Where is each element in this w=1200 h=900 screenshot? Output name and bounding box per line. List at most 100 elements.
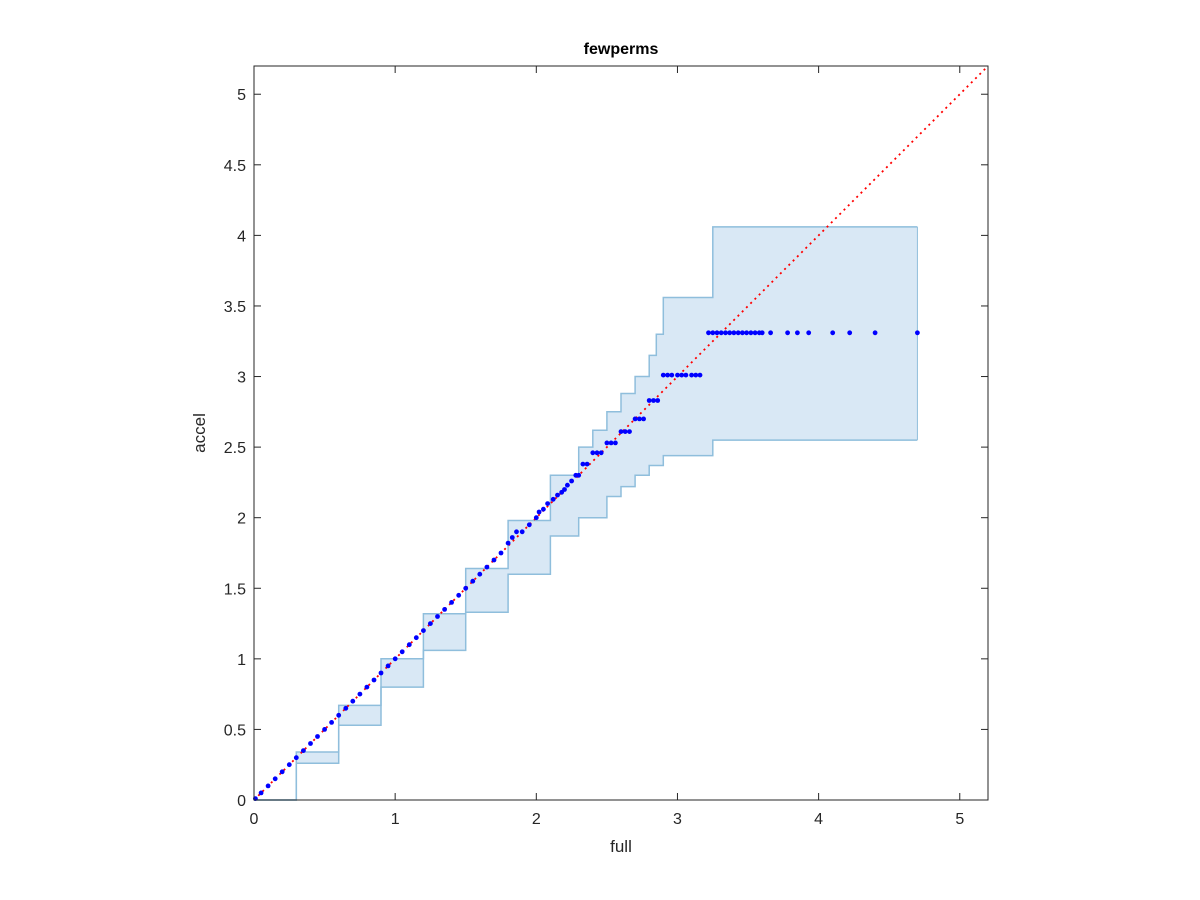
data-point xyxy=(272,776,278,782)
data-point xyxy=(392,656,398,662)
data-point xyxy=(847,330,853,336)
data-point xyxy=(536,509,542,515)
reference-line xyxy=(253,65,989,801)
data-point xyxy=(693,372,699,378)
y-tick-label: 2.5 xyxy=(224,440,246,457)
y-tick-label: 3.5 xyxy=(224,299,246,316)
data-point xyxy=(727,330,733,336)
y-tick-label: 4.5 xyxy=(224,158,246,175)
y-tick-label: 4 xyxy=(237,228,246,245)
y-tick-label: 1 xyxy=(237,652,246,669)
data-point xyxy=(463,585,469,591)
data-point xyxy=(669,372,675,378)
chart-title: fewperms xyxy=(584,41,659,58)
axes-box xyxy=(253,65,989,801)
data-point xyxy=(830,330,836,336)
data-point xyxy=(735,330,741,336)
x-tick-label: 1 xyxy=(391,811,400,828)
data-point xyxy=(343,705,349,711)
data-point xyxy=(357,691,363,697)
data-point xyxy=(655,398,661,403)
data-point xyxy=(505,540,511,546)
data-point xyxy=(632,416,638,422)
data-point xyxy=(301,748,306,753)
data-point xyxy=(385,663,391,669)
data-point xyxy=(350,698,356,704)
data-point xyxy=(752,330,758,336)
data-point xyxy=(627,429,632,434)
data-point xyxy=(646,398,652,403)
data-point xyxy=(641,416,646,422)
data-point xyxy=(545,501,550,506)
identity-line xyxy=(253,65,989,801)
axes: 0 1 2 3 4 5 0 0.5 1 1.5 2 2.5 3 3.5 4 4.5 5 xyxy=(224,65,989,828)
data-point xyxy=(683,372,689,378)
data-point xyxy=(637,416,642,422)
y-tick-label: 0.5 xyxy=(224,722,246,739)
data-point xyxy=(613,440,618,446)
data-point xyxy=(541,506,546,512)
data-point xyxy=(590,450,596,456)
y-tick-label: 5 xyxy=(237,87,246,104)
data-point xyxy=(265,783,271,789)
data-point xyxy=(622,429,628,434)
data-point xyxy=(329,720,334,725)
data-point xyxy=(315,734,320,739)
data-point xyxy=(598,450,604,456)
data-point xyxy=(759,330,765,336)
x-tick-label: 2 xyxy=(532,811,541,828)
x-tick-label: 3 xyxy=(673,811,682,828)
x-tick-label: 0 xyxy=(250,811,259,828)
data-point xyxy=(660,372,666,378)
data-point xyxy=(399,649,405,655)
data-point xyxy=(308,741,313,746)
confidence-band xyxy=(254,226,918,801)
y-tick-label: 0 xyxy=(237,793,246,810)
data-point xyxy=(768,330,773,336)
data-point xyxy=(710,330,716,336)
data-point xyxy=(562,487,567,492)
data-point xyxy=(435,614,440,619)
data-point xyxy=(498,550,504,556)
data-point xyxy=(565,482,570,488)
data-point xyxy=(723,330,728,336)
data-point xyxy=(785,330,790,336)
y-tick-label: 3 xyxy=(237,370,246,387)
band-lower-edge xyxy=(254,439,918,801)
data-point xyxy=(604,440,610,446)
data-point xyxy=(322,727,327,732)
data-point xyxy=(569,478,574,484)
data-point xyxy=(456,592,462,598)
data-point xyxy=(675,372,680,378)
data-points xyxy=(253,330,920,801)
data-point xyxy=(378,670,384,676)
data-point xyxy=(731,330,737,336)
data-point xyxy=(795,330,800,336)
data-point xyxy=(428,621,433,626)
data-point xyxy=(665,372,670,378)
data-point xyxy=(718,330,724,336)
data-point xyxy=(413,635,419,641)
data-point xyxy=(442,607,447,612)
data-point xyxy=(519,529,525,535)
y-axis-label: accel xyxy=(190,413,209,453)
data-point xyxy=(651,398,656,403)
data-point xyxy=(286,762,292,768)
data-point xyxy=(915,330,920,336)
data-point xyxy=(806,330,812,336)
data-point xyxy=(697,372,703,378)
data-point xyxy=(584,461,590,467)
data-point xyxy=(477,571,483,577)
x-tick-label: 5 xyxy=(955,811,964,828)
data-point xyxy=(421,628,426,633)
y-tick-label: 1.5 xyxy=(224,581,246,598)
data-point xyxy=(706,330,711,336)
x-tick-label: 4 xyxy=(814,811,823,828)
data-point xyxy=(526,522,532,528)
data-point xyxy=(364,684,370,690)
data-point xyxy=(550,496,556,502)
data-point xyxy=(279,769,285,775)
data-point xyxy=(449,600,454,605)
data-point xyxy=(514,529,519,535)
